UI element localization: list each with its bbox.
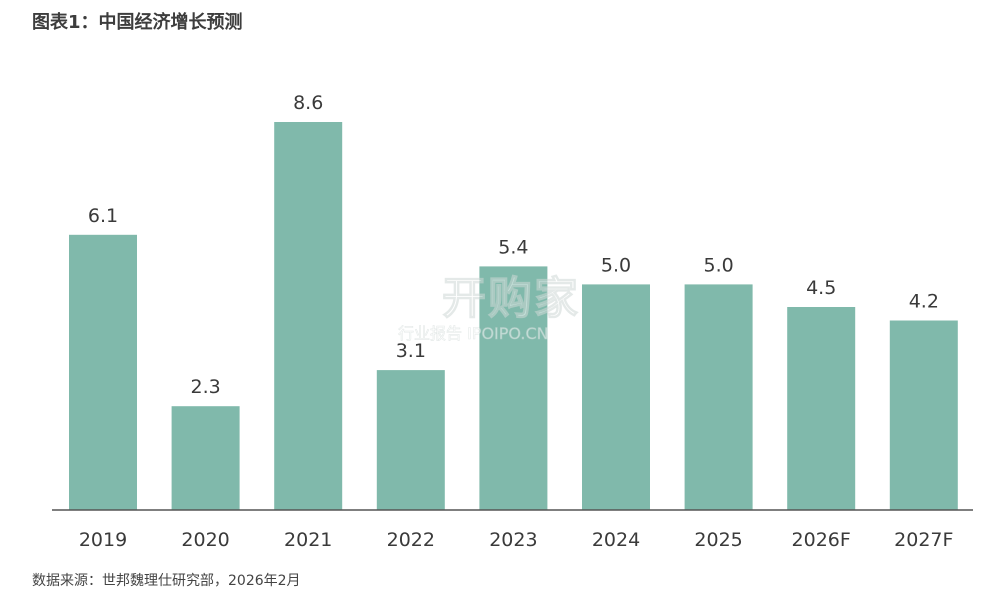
value-label-2021: 8.6 bbox=[293, 92, 323, 114]
value-labels-group: 6.1 2.3 8.6 3.1 5.4 5.0 5.0 4.5 4.2 bbox=[88, 92, 939, 398]
bar-2019 bbox=[69, 234, 137, 511]
value-label-2026F: 4.5 bbox=[806, 277, 836, 299]
value-label-2022: 3.1 bbox=[396, 340, 426, 362]
bars-group bbox=[69, 122, 958, 511]
x-tick-label-2024: 2024 bbox=[592, 529, 640, 551]
value-label-2023: 5.4 bbox=[498, 236, 528, 258]
bar-2024 bbox=[582, 284, 650, 510]
x-tick-label-2026F: 2026F bbox=[792, 529, 851, 551]
bar-2025 bbox=[684, 284, 753, 510]
bar-2021 bbox=[274, 122, 343, 510]
x-tick-label-2020: 2020 bbox=[181, 529, 229, 551]
bar-2022 bbox=[376, 370, 445, 510]
bar-2027F bbox=[889, 320, 958, 510]
value-label-2025: 5.0 bbox=[703, 254, 733, 276]
x-tick-label-2023: 2023 bbox=[489, 529, 537, 551]
x-tick-labels-group: 2019 2020 2021 2022 2023 2024 2025 2026F 2027F bbox=[79, 529, 954, 551]
x-tick-label-2027F: 2027F bbox=[894, 529, 953, 551]
value-label-2024: 5.0 bbox=[601, 254, 631, 276]
value-label-2020: 2.3 bbox=[190, 376, 220, 398]
bar-2026F bbox=[787, 307, 856, 510]
x-tick-label-2021: 2021 bbox=[284, 529, 332, 551]
value-label-2027F: 4.2 bbox=[909, 291, 939, 313]
bar-2020 bbox=[171, 406, 240, 510]
x-tick-label-2022: 2022 bbox=[387, 529, 435, 551]
x-tick-label-2025: 2025 bbox=[694, 529, 742, 551]
chart-source-note: 数据来源：世邦魏理仕研究部，2026年2月 bbox=[32, 573, 301, 589]
bar-2023 bbox=[479, 266, 548, 510]
value-label-2019: 6.1 bbox=[88, 205, 118, 227]
chart-title: 图表1：中国经济增长预测 bbox=[32, 12, 243, 33]
x-tick-label-2019: 2019 bbox=[79, 529, 127, 551]
